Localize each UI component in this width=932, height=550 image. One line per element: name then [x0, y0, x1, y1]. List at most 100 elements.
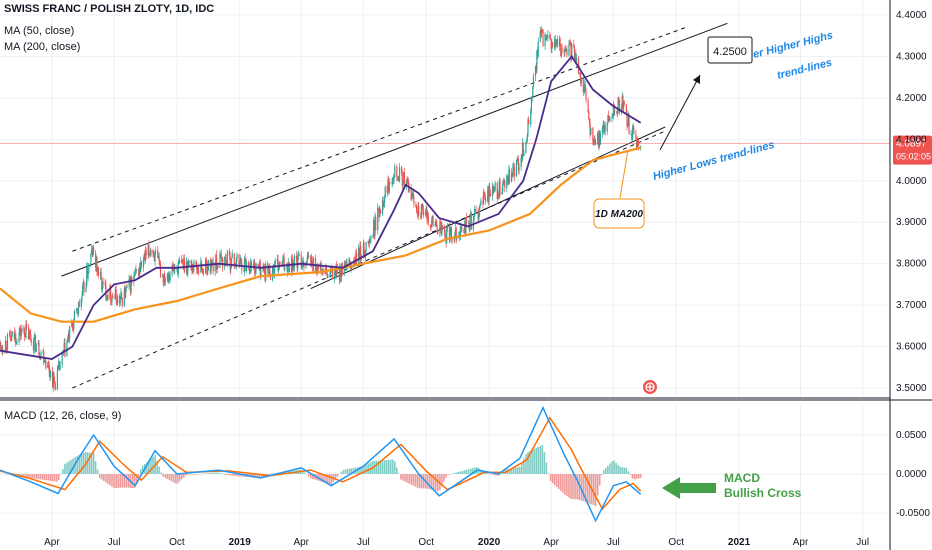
- candle-body: [76, 308, 78, 314]
- candle-body: [187, 264, 189, 274]
- macd-histogram-bar: [365, 464, 367, 474]
- time-tick-label: 2019: [229, 537, 252, 548]
- candle-body: [359, 246, 361, 259]
- candle-body: [506, 175, 508, 188]
- candle-body: [398, 166, 401, 181]
- candle-body: [324, 269, 326, 271]
- candle-body: [523, 152, 525, 156]
- candle-body: [221, 257, 223, 259]
- candle-body: [161, 276, 164, 278]
- macd-histogram-bar: [422, 474, 425, 489]
- candle-body: [11, 335, 13, 342]
- candle-body: [83, 281, 85, 293]
- candle-body: [599, 133, 601, 145]
- candle-body: [243, 257, 246, 272]
- candle-body: [374, 216, 376, 236]
- candle-body: [168, 274, 170, 281]
- candle-body: [115, 289, 117, 301]
- macd-histogram-bar: [76, 455, 78, 474]
- macd-histogram-bar: [148, 460, 150, 474]
- candle-body: [381, 200, 384, 214]
- candle-body: [248, 262, 250, 266]
- price-tick-label: 4.0000: [896, 176, 927, 187]
- macd-histogram-bar: [164, 474, 167, 478]
- macd-histogram-bar: [496, 474, 499, 476]
- trend-lines: [61, 22, 728, 389]
- candle-body: [425, 209, 427, 213]
- macd-histogram-bar: [92, 452, 95, 474]
- candle-body: [286, 264, 288, 268]
- macd-histogram-bar: [445, 474, 447, 478]
- candle-body: [450, 227, 452, 232]
- candle-body: [47, 361, 50, 365]
- higher-lows-label: Higher Lows trend-lines: [652, 139, 776, 183]
- candle-body: [413, 197, 415, 205]
- candle-body: [388, 179, 390, 192]
- macd-histogram-bar: [359, 466, 361, 474]
- candle-body: [39, 355, 41, 357]
- macd-histogram-bar: [33, 474, 35, 479]
- macd-histogram-bar: [41, 474, 44, 480]
- candle-body: [464, 224, 466, 235]
- candle-body: [21, 327, 23, 333]
- macd-histogram-bar: [535, 447, 537, 474]
- macd-histogram-bar: [57, 474, 60, 481]
- macd-histogram-bar: [631, 474, 634, 479]
- candle-body: [592, 141, 595, 143]
- candle-body: [15, 342, 17, 344]
- candle-body: [628, 116, 630, 135]
- candle-body: [292, 262, 294, 270]
- candle-body: [584, 84, 586, 90]
- candle-body: [384, 186, 386, 199]
- macd-histogram-bar: [562, 474, 564, 493]
- macd-histogram-bar: [19, 474, 21, 477]
- candle-body: [283, 257, 285, 269]
- time-tick-label: Apr: [44, 537, 60, 548]
- candle-body: [556, 39, 558, 47]
- candle-body: [396, 166, 398, 177]
- macd-histogram-bar: [350, 468, 353, 474]
- candle-body: [172, 267, 175, 271]
- macd-histogram-bar: [391, 459, 394, 474]
- candle-body: [300, 254, 302, 267]
- candle-body: [114, 289, 117, 299]
- candle-body: [195, 261, 197, 265]
- macd-histogram-bar: [51, 474, 54, 482]
- candle-body: [273, 268, 275, 277]
- macd-histogram-bar: [21, 474, 23, 477]
- candle-body: [620, 106, 623, 113]
- candle-body: [86, 266, 89, 278]
- macd-histogram-bar: [113, 474, 115, 489]
- macd-histogram-bar: [176, 474, 179, 484]
- candle-body: [513, 165, 515, 168]
- candle-body: [550, 38, 552, 50]
- candle-body: [204, 259, 207, 273]
- candle-body: [487, 190, 489, 202]
- macd-histogram-bar: [572, 474, 574, 499]
- macd-histogram-bar: [66, 462, 68, 474]
- macd-histogram-bar: [221, 473, 224, 475]
- candle-body: [435, 220, 438, 226]
- candle-body: [599, 133, 601, 145]
- candle-body: [440, 223, 442, 234]
- macd-histogram-bar: [639, 474, 642, 479]
- candle-body: [340, 263, 343, 278]
- candle-body: [125, 287, 127, 298]
- candle-body: [517, 158, 520, 170]
- candle-body: [358, 248, 360, 259]
- macd-histogram-bar: [146, 462, 148, 474]
- target-arrowhead: [693, 75, 700, 84]
- macd-histogram-bar: [428, 474, 431, 490]
- candle-body: [106, 294, 108, 299]
- candle-body: [396, 176, 399, 178]
- macd-histogram-bar: [607, 465, 609, 474]
- candle-body: [140, 261, 142, 272]
- candle-body: [627, 123, 629, 126]
- candle-body: [153, 253, 155, 262]
- macd-histogram-bar: [219, 473, 222, 474]
- candle-body: [585, 91, 587, 100]
- candle-body: [426, 214, 429, 219]
- candle-body: [212, 261, 214, 272]
- candle-body: [469, 216, 471, 230]
